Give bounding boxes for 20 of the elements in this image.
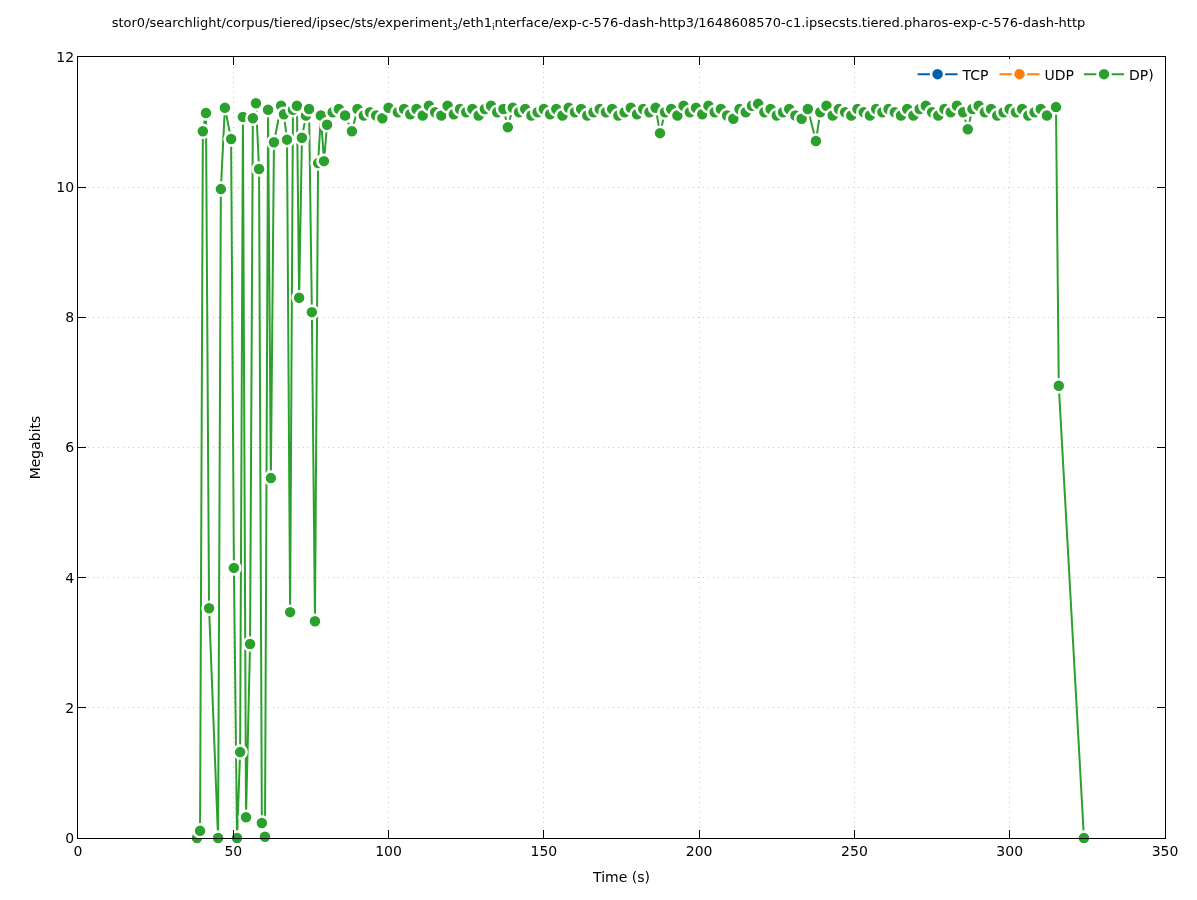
legend-label: TCP: [961, 66, 989, 83]
y-tick-label: 12: [56, 48, 75, 65]
x-tick-label: 300: [996, 842, 1024, 859]
x-tick-label: 250: [841, 842, 868, 859]
y-axis-title: Megabits: [26, 415, 43, 480]
x-tick-label: 350: [1151, 842, 1179, 859]
y-tick-label: 4: [65, 569, 75, 586]
legend-label: UDP: [1044, 66, 1074, 83]
x-tick-label: 50: [224, 842, 243, 859]
legend-label: DP): [1129, 66, 1154, 83]
y-tick-label: 8: [65, 309, 75, 326]
y-tick-label: 2: [65, 699, 75, 716]
y-tick-label: 6: [65, 439, 75, 456]
x-tick-label: 100: [375, 842, 402, 859]
y-tick-label: 10: [56, 179, 75, 196]
chart-title: stor0/searchlight/corpus/tiered/ipsec/sts/experiment$_{3}$/eth1$_{i}$nterface/exp-c-576-dash-http3/1648608570-c1.ipsecsts.tiered.pharos-exp-c-576-dash-http: [111, 15, 1086, 32]
x-axis-title: Time (s): [592, 869, 650, 886]
x-tick-label: 150: [530, 842, 558, 859]
x-tick-label: 200: [685, 842, 713, 859]
y-tick-label: 0: [65, 829, 75, 846]
